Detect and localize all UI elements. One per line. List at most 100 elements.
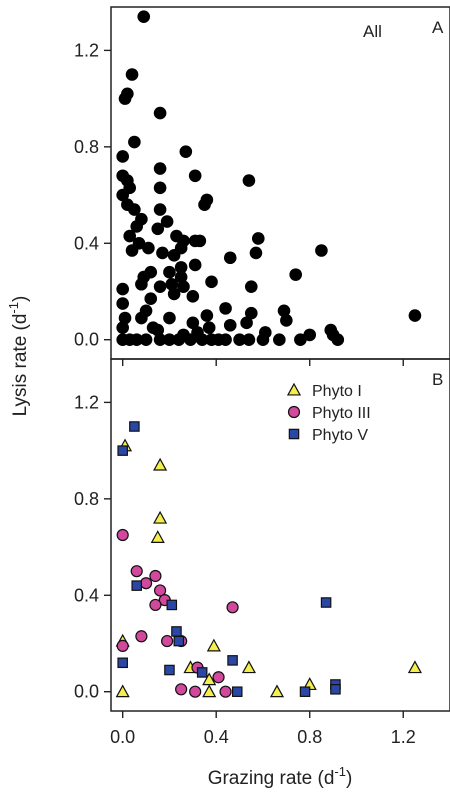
panel-b-data-point [212, 671, 225, 684]
panel-a-data-point [186, 316, 200, 330]
panel-a-data-point [153, 280, 167, 293]
panel-a-data-point [233, 333, 246, 347]
panel-a-y-tick-label: 1.2 [74, 40, 99, 60]
panel-a-data-point [294, 333, 307, 347]
x-axis-title-sup: -1 [334, 764, 346, 779]
panel-b-letter: B [432, 370, 443, 389]
panel-a-data-point [116, 321, 129, 334]
x-axis-title: Grazing rate (d-1) [208, 764, 353, 789]
panel-a-marks [116, 10, 422, 347]
panel-a-data-point [331, 333, 345, 347]
panel-b: B 0.00.40.81.20.0 0.4 0.8 1.2 Phyto IPhyto … [74, 358, 450, 747]
panel-a-data-point [186, 290, 200, 303]
panel-a-data-point [156, 246, 169, 260]
panel-b-data-point [226, 601, 239, 614]
panel-b-data-point [116, 639, 129, 653]
legend-marker [287, 405, 301, 419]
panel-b-frame [110, 358, 450, 712]
panel-a-data-point [205, 275, 218, 289]
legend: Phyto I Phyto III Phyto V [286, 382, 371, 444]
panel-b-data-point [117, 445, 128, 456]
y-axis-title-end: ) [10, 296, 31, 302]
panel-b-data-point [115, 684, 130, 698]
panel-a-data-point [315, 244, 328, 257]
panel-a-data-point [144, 292, 158, 306]
panel-b-x-tick-label: 1.2 [391, 727, 416, 747]
legend-marker [288, 428, 300, 440]
panel-a-data-point [249, 246, 263, 260]
panel-a-data-point [277, 304, 291, 318]
panel-b-data-point [227, 655, 238, 666]
panel-a-data-point [174, 270, 188, 284]
panel-b-data-point [241, 660, 257, 674]
panel-a-data-point [177, 280, 190, 293]
panel-b-y-tick-label: 1.2 [74, 392, 99, 412]
panel-a-data-point [163, 265, 176, 279]
panel-a-data-point [198, 198, 211, 211]
panel-a-data-point [125, 68, 139, 81]
panel-a-data-point [135, 277, 148, 291]
panel-b-x-tick-label: 0.8 [297, 727, 322, 747]
panel-a-data-point [408, 309, 422, 322]
legend-label: Phyto V [312, 427, 368, 444]
panel-a-data-point [153, 106, 167, 120]
panel-a-data-point [163, 311, 176, 325]
panel-b-data-point [135, 630, 148, 643]
panel-b-data-point [166, 599, 178, 611]
panel-a-data-point [163, 333, 176, 347]
panel-b-data-point [150, 530, 165, 543]
panel-a-data-point [251, 232, 265, 245]
panel-b-marks [115, 421, 422, 698]
panel-a-data-point [167, 249, 181, 262]
panel-a-data-point [151, 323, 165, 337]
panel-a-data-point [116, 150, 129, 163]
panel-b-data-point [129, 421, 140, 432]
panel-a-data-point [193, 234, 207, 248]
panel-a-data-point [116, 188, 129, 202]
panel-a-data-point [179, 145, 193, 158]
panel-b-data-point [320, 597, 332, 608]
panel-b-data-point [196, 667, 208, 678]
panel-a-data-point [184, 333, 197, 347]
panel-b-data-point [130, 565, 143, 578]
panel-b-y-tick-label: 0.0 [74, 682, 99, 702]
panel-a-data-point [151, 222, 165, 236]
panel-a-data-point [273, 333, 286, 347]
panel-a-data-point [200, 309, 214, 322]
panel-a-data-point [125, 244, 139, 257]
panel-a: All A 0.0 0.4 0.8 1.2 [74, 6, 450, 366]
panel-a-data-point [160, 215, 174, 228]
panel-b-data-point [206, 638, 221, 652]
panel-a-y-tick-label: 0.4 [74, 233, 99, 253]
panel-b-data-point [189, 685, 202, 698]
panel-a-data-point [142, 241, 155, 255]
panel-b-data-point [407, 660, 422, 674]
panel-b-data-point [153, 584, 167, 597]
panel-a-y-tick-label: 0.0 [74, 330, 99, 350]
panel-b-data-point [173, 635, 185, 647]
panel-a-data-point [244, 280, 258, 293]
y-axis-title-main: Lysis rate (d [10, 314, 31, 417]
panel-a-data-point [121, 87, 134, 101]
panel-a-data-point [289, 268, 302, 281]
panel-a-data-point [174, 261, 188, 274]
panel-b-data-point [171, 626, 182, 637]
y-axis-title-sup: -1 [6, 302, 21, 314]
panel-a-data-point [240, 316, 253, 330]
panel-a-data-point [123, 229, 137, 243]
legend-label: Phyto I [312, 383, 362, 400]
panel-a-data-point [128, 135, 141, 149]
panel-b-data-point [131, 580, 142, 591]
panel-a-data-point [137, 10, 151, 23]
panel-b-x-tick-label: 0.0 [110, 727, 135, 747]
panel-b-data-point [219, 685, 232, 698]
panel-b-data-point [231, 686, 243, 697]
panel-a-data-point [165, 277, 179, 291]
panel-a-data-point [130, 333, 144, 347]
panel-a-data-point [153, 162, 167, 175]
panel-b-data-point [149, 598, 162, 612]
panel-a-y-tick-label: 0.8 [74, 137, 99, 157]
panel-b-data-point [116, 528, 129, 542]
